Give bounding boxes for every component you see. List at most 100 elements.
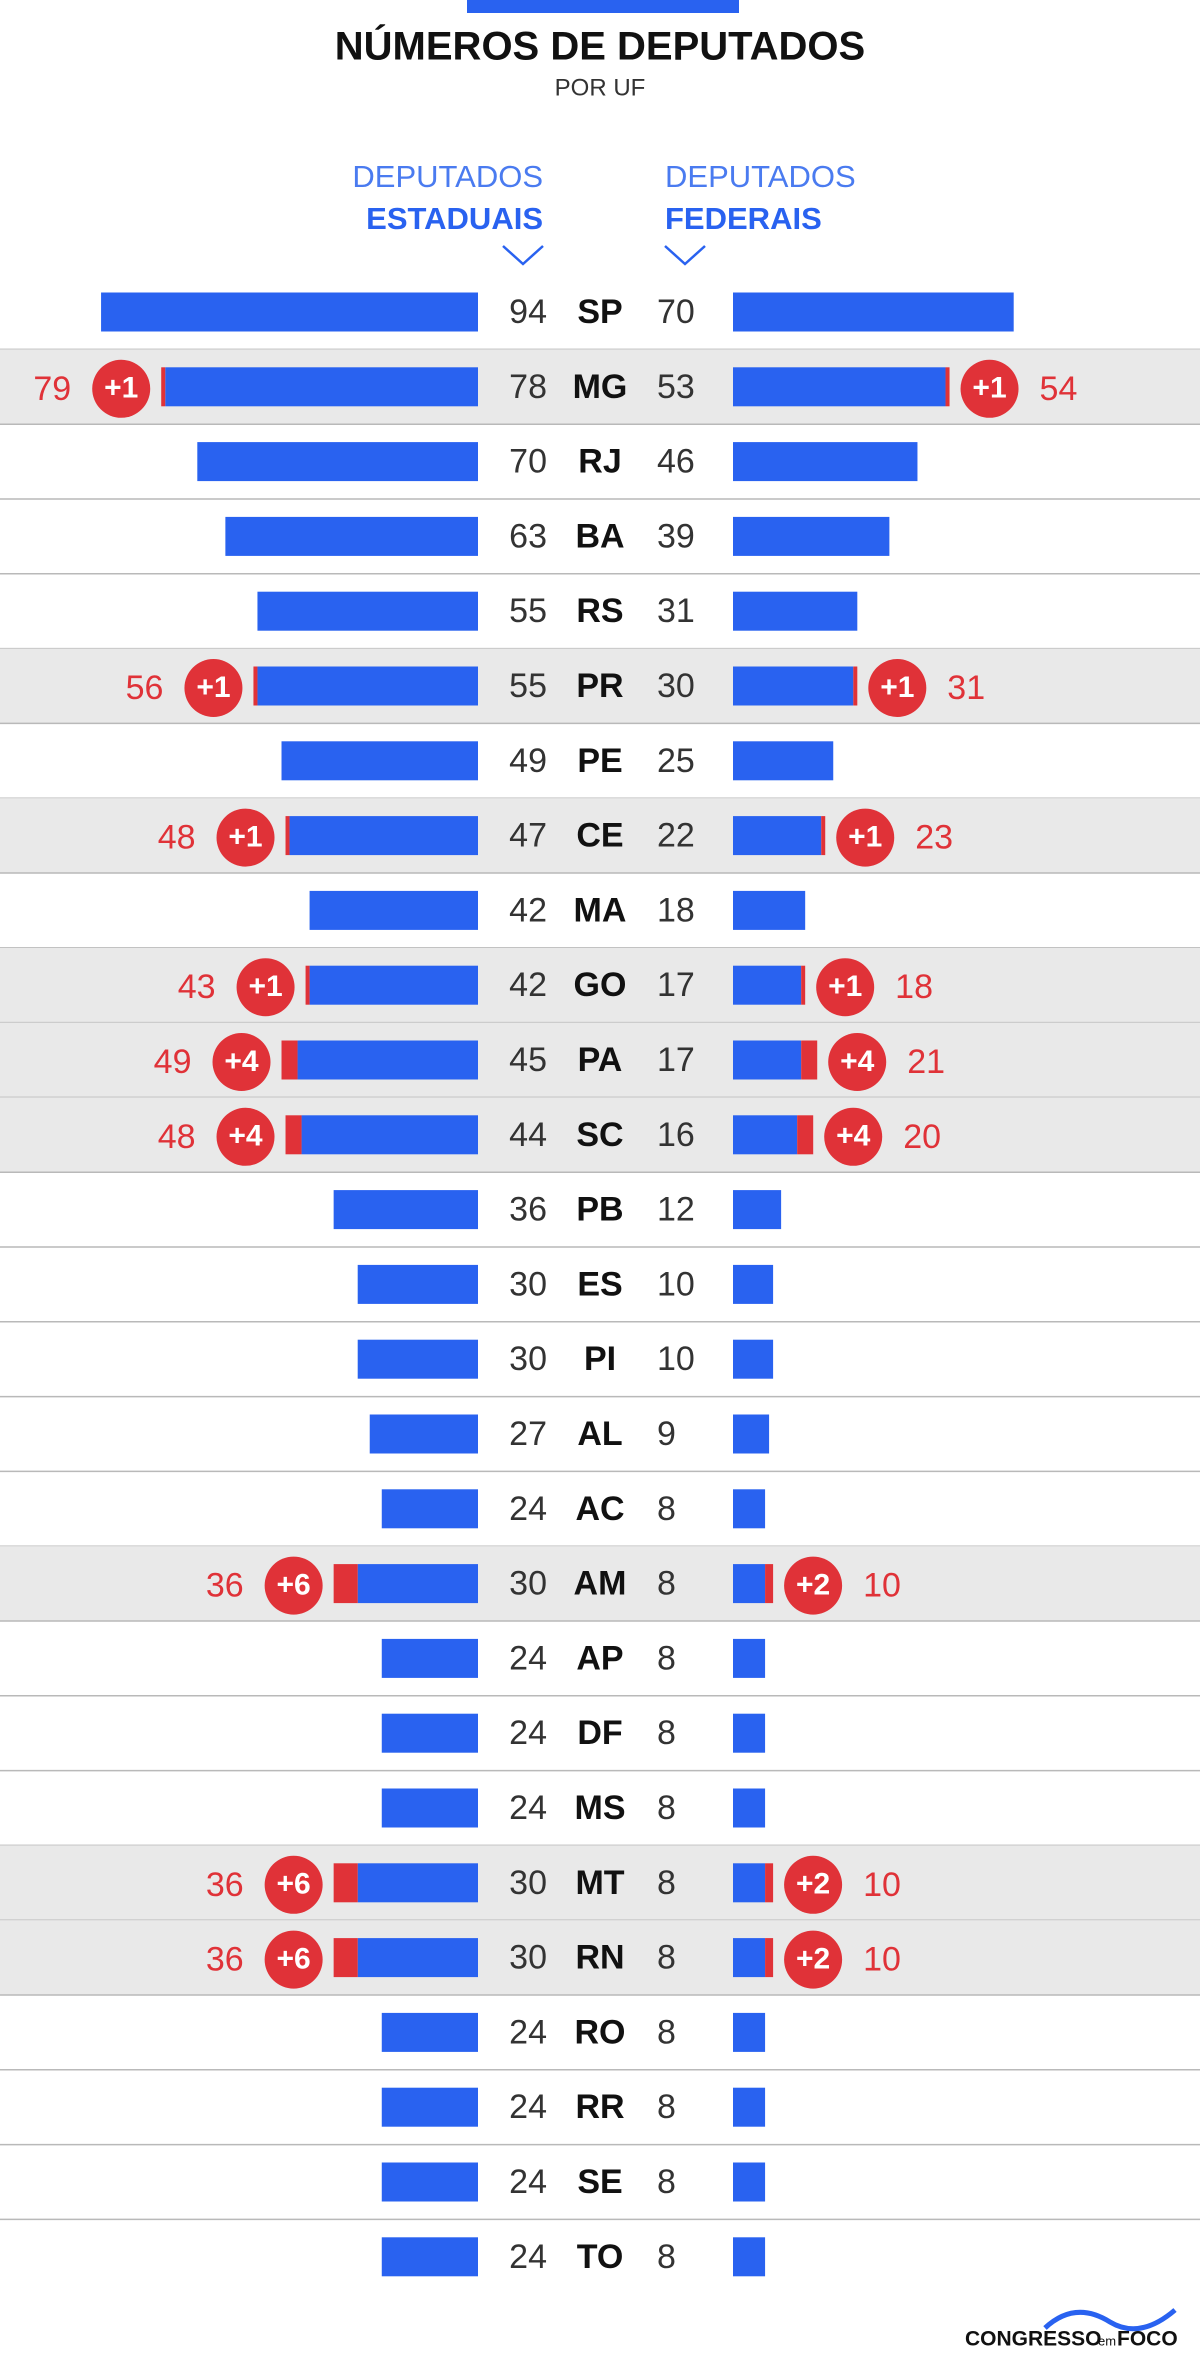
value-label: 30 xyxy=(509,1939,547,1977)
increase-label: +1 xyxy=(196,671,230,704)
bar xyxy=(357,1339,478,1379)
increase-bar xyxy=(821,816,826,856)
value-label: 18 xyxy=(657,891,695,929)
category-label: PI xyxy=(584,1340,616,1378)
bar xyxy=(733,666,854,706)
increase-bar xyxy=(333,1863,358,1903)
row-highlight xyxy=(0,947,1200,1023)
badge xyxy=(264,1855,323,1914)
bar xyxy=(733,1863,766,1903)
value-label: 24 xyxy=(509,2163,547,2201)
bar xyxy=(381,2162,478,2202)
bar xyxy=(733,591,858,631)
category-label: GO xyxy=(574,966,627,1004)
badge xyxy=(184,659,243,717)
row-highlight xyxy=(0,1022,1200,1098)
category-label: AC xyxy=(575,1490,624,1528)
new-value-label: 10 xyxy=(863,1567,901,1605)
increase-label: +2 xyxy=(796,1868,830,1901)
bar xyxy=(733,816,822,856)
logo-text: em xyxy=(1098,2333,1116,2348)
chart-subtitle: POR UF xyxy=(555,74,646,101)
new-value-label: 49 xyxy=(154,1043,192,1081)
badge xyxy=(816,958,875,1017)
badge xyxy=(828,1033,887,1091)
chart-title: NÚMEROS DE DEPUTADOS xyxy=(335,23,865,69)
bar xyxy=(369,1414,478,1454)
value-label: 22 xyxy=(657,817,695,855)
value-label: 24 xyxy=(509,1714,547,1752)
value-label: 16 xyxy=(657,1116,695,1154)
increase-bar xyxy=(797,1115,814,1155)
bar xyxy=(333,1190,478,1230)
rows: SP 94 70 MG 78 +1 79 53 +1 54 RJ 70 46 BA 63 39 RS 55 31 PR… xyxy=(0,292,1200,2277)
increase-label: +1 xyxy=(248,970,282,1003)
bar xyxy=(301,1115,478,1155)
bar xyxy=(381,1713,478,1753)
bar xyxy=(357,1938,478,1978)
increase-bar xyxy=(333,1938,358,1978)
value-label: 9 xyxy=(657,1415,676,1453)
value-label: 10 xyxy=(657,1340,695,1378)
bar xyxy=(733,1190,782,1230)
increase-bar xyxy=(281,1040,298,1080)
category-label: RO xyxy=(575,2013,626,2051)
bar xyxy=(733,367,946,407)
bar xyxy=(733,965,802,1005)
category-label: PE xyxy=(577,742,622,780)
bar xyxy=(733,1788,766,1828)
new-value-label: 56 xyxy=(126,669,164,707)
value-label: 8 xyxy=(657,1939,676,1977)
increase-label: +1 xyxy=(848,821,882,854)
bar xyxy=(381,1638,478,1678)
new-value-label: 23 xyxy=(915,819,953,857)
logo-text: FOCO xyxy=(1117,2328,1178,2351)
bar xyxy=(297,1040,478,1080)
value-label: 8 xyxy=(657,1490,676,1528)
category-label: DF xyxy=(577,1714,622,1752)
category-label: AP xyxy=(576,1639,623,1677)
value-label: 31 xyxy=(657,592,695,630)
bar xyxy=(733,1414,770,1454)
value-label: 63 xyxy=(509,517,547,555)
value-label: 42 xyxy=(509,891,547,929)
bar xyxy=(197,442,478,482)
chevron xyxy=(502,245,544,266)
value-label: 70 xyxy=(657,293,695,331)
increase-bar xyxy=(765,1564,774,1604)
value-label: 25 xyxy=(657,742,695,780)
badge xyxy=(868,659,927,717)
value-label: 55 xyxy=(509,667,547,705)
bar xyxy=(733,1339,774,1379)
value-label: 24 xyxy=(509,1639,547,1677)
new-value-label: 20 xyxy=(903,1118,941,1156)
new-value-label: 48 xyxy=(158,1118,196,1156)
increase-label: +6 xyxy=(277,1569,311,1602)
value-label: 36 xyxy=(509,1191,547,1229)
bar xyxy=(309,890,478,930)
logo-text: CONGRESSO xyxy=(965,2328,1102,2351)
increase-label: +1 xyxy=(828,970,862,1003)
bar xyxy=(733,1713,766,1753)
bar xyxy=(733,1638,766,1678)
bar xyxy=(733,2012,766,2052)
category-label: MA xyxy=(574,891,627,929)
value-label: 42 xyxy=(509,966,547,1004)
increase-bar xyxy=(765,1863,774,1903)
bar xyxy=(381,2087,478,2127)
row-highlight xyxy=(0,1920,1200,1995)
top-accent xyxy=(467,0,739,13)
value-label: 24 xyxy=(509,2238,547,2276)
bar xyxy=(733,1938,766,1978)
category-label: MG xyxy=(573,368,628,406)
value-label: 30 xyxy=(509,1864,547,1902)
increase-bar xyxy=(801,1040,818,1080)
badge xyxy=(264,1930,323,1989)
category-label: PR xyxy=(576,667,623,705)
value-label: 70 xyxy=(509,443,547,481)
value-label: 30 xyxy=(509,1340,547,1378)
legend-right: FEDERAIS xyxy=(665,201,822,236)
category-label: ES xyxy=(577,1265,622,1303)
category-label: RR xyxy=(575,2088,624,2126)
